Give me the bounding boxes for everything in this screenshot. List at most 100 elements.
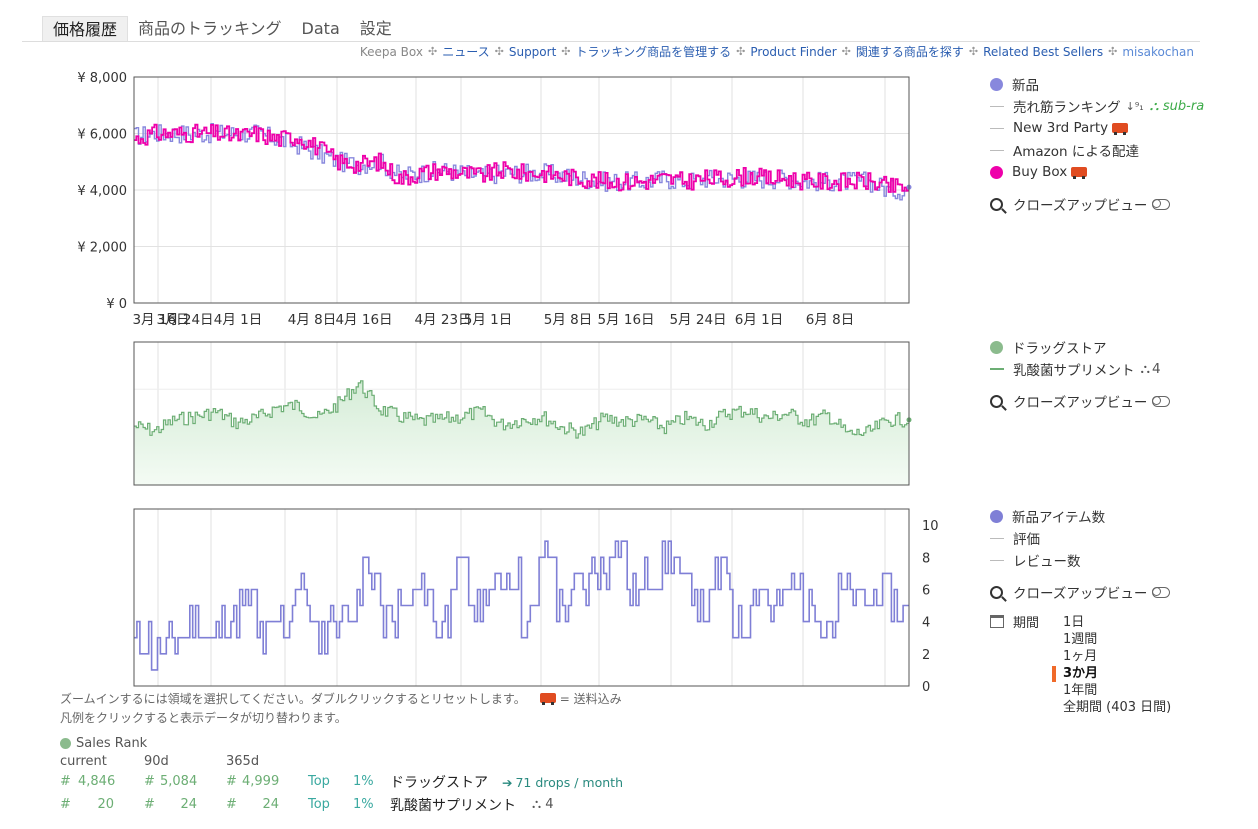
closeup-label: クローズアップビュー: [1013, 395, 1148, 411]
nav-separator-icon: ✣: [1108, 45, 1118, 58]
nav-news[interactable]: ニュース: [442, 45, 490, 59]
x-tick-label: 4月 8日: [288, 312, 336, 328]
closeup-toggle-1[interactable]: クローズアップビュー: [990, 193, 1204, 215]
tab-divider: [22, 41, 1200, 42]
legend-review-count[interactable]: レビュー数: [990, 549, 1170, 571]
price-legend: 新品 売れ筋ランキング ↓⁹₁ ⛬ sub-ra New 3rd Party Ama…: [990, 73, 1204, 215]
period-option[interactable]: 全期間 (403 日間): [1063, 700, 1172, 715]
stats-title: Sales Rank: [76, 735, 148, 751]
nav-related-products[interactable]: 関連する商品を探す: [855, 45, 964, 59]
calendar-icon: [990, 615, 1004, 628]
offer-count-chart[interactable]: 0 2 4 6 8 10: [60, 500, 960, 695]
closeup-toggle-2[interactable]: クローズアップビュー: [990, 390, 1171, 412]
nav-separator-icon: ✣: [494, 45, 504, 58]
hash-icon: #: [60, 774, 71, 789]
toggle-icon: [1152, 198, 1171, 210]
search-icon: [990, 394, 1003, 408]
search-icon: [990, 197, 1003, 211]
stats-row-drugstore: # 4,846 # 5,084 # 4,999 Top 1% ドラッグストア ➔…: [60, 774, 623, 797]
nav-product-finder[interactable]: Product Finder: [750, 44, 837, 59]
nav-support[interactable]: Support: [508, 44, 557, 59]
period-option[interactable]: 1日: [1063, 615, 1085, 630]
legend-buybox-label: Buy Box: [1012, 164, 1068, 180]
legend-rank-label: 売れ筋ランキング: [1013, 100, 1121, 116]
dash-icon: [990, 368, 1004, 370]
top-percent: 1%: [353, 774, 374, 789]
legend-new-3rd-party[interactable]: New 3rd Party: [990, 117, 1204, 139]
legend-new[interactable]: 新品: [990, 73, 1204, 95]
y-tick-label: ¥ 6,000: [77, 128, 127, 143]
legend-cat-count: 4: [1151, 361, 1161, 377]
y-tick-label: 6: [922, 583, 930, 598]
toggle-icon: [1152, 395, 1171, 407]
tab-data[interactable]: Data: [301, 19, 340, 38]
period-option[interactable]: 3か月: [1051, 665, 1171, 682]
top-label: Top: [308, 797, 330, 812]
x-tick-label: 5月 16日: [597, 312, 654, 328]
nav-manage-tracking[interactable]: トラッキング商品を管理する: [575, 45, 732, 59]
stats-row-lactic: # 20 # 24 # 24 Top 1% 乳酸菌サプリメント ⛬ 4: [60, 797, 554, 820]
x-tick-label: 4月 1日: [214, 312, 262, 328]
closeup-toggle-3[interactable]: クローズアップビュー: [990, 581, 1171, 603]
legend-click-note: 凡例をクリックすると表示データが切り替わります。: [60, 711, 347, 725]
sitemap-icon: ⛬: [1149, 98, 1159, 114]
nav-separator-icon: ✣: [841, 45, 851, 58]
legend-buy-box[interactable]: Buy Box: [990, 161, 1204, 183]
nav-user[interactable]: misakochan: [1122, 44, 1194, 59]
chart-notes: ズームインするには領域を選択してください。ダブルクリックするとリセットします。 =…: [60, 690, 622, 728]
sales-rank-stats: Sales Rank current 90d 365d # 4,846 # 5,…: [60, 734, 623, 820]
nav-related-best-sellers[interactable]: Related Best Sellers: [983, 44, 1104, 59]
rank-365d: 24: [262, 797, 279, 812]
closeup-label: クローズアップビュー: [1013, 198, 1148, 214]
shipping-truck-icon: [539, 693, 556, 705]
shipping-truck-icon: [1112, 123, 1129, 135]
period-label: 期間: [1013, 616, 1040, 631]
sales-rank-dot-icon: [60, 737, 71, 749]
hash-icon: #: [60, 797, 71, 812]
subcategory-count: 4: [545, 797, 554, 812]
period-option[interactable]: 1ヶ月: [1063, 649, 1098, 664]
y-tick-label: ¥ 2,000: [77, 241, 127, 256]
tab-tracking[interactable]: 商品のトラッキング: [138, 19, 282, 38]
hash-icon: #: [144, 774, 155, 789]
legend-new-items[interactable]: 新品アイテム数: [990, 505, 1170, 527]
sitemap-icon: ⛬: [1140, 361, 1150, 377]
hash-icon: #: [226, 797, 237, 812]
legend-sales-rank[interactable]: 売れ筋ランキング ↓⁹₁ ⛬ sub-ra: [990, 95, 1204, 117]
stats-header[interactable]: Sales Rank: [60, 734, 147, 752]
legend-amazon-delivery[interactable]: Amazon による配達: [990, 139, 1204, 161]
series-new-items-line: [134, 540, 909, 671]
dash-icon: [990, 537, 1004, 539]
sales-rank-chart[interactable]: [60, 335, 930, 495]
x-tick-label: 5月 1日: [464, 312, 512, 328]
series-salesrank-line: [134, 380, 909, 439]
legend-drugstore[interactable]: ドラッグストア: [990, 336, 1170, 358]
legend-amazon-label: Amazon による配達: [1013, 144, 1139, 160]
series-buybox-line: [134, 123, 909, 193]
period-option[interactable]: 1年間: [1063, 683, 1098, 698]
tab-price-history[interactable]: 価格履歴: [42, 16, 129, 42]
drops-per-month: 71 drops / month: [515, 775, 623, 790]
rank-90d: 24: [180, 797, 197, 812]
col-current: current: [60, 754, 107, 769]
zoom-note: ズームインするには領域を選択してください。ダブルクリックするとリセットします。: [60, 692, 526, 706]
period-option[interactable]: 1週間: [1063, 632, 1098, 647]
legend-store-label: ドラッグストア: [1012, 341, 1107, 357]
search-icon: [990, 585, 1003, 599]
y-tick-label: ¥ 4,000: [77, 184, 127, 199]
x-tick-label: 5月 24日: [669, 312, 726, 328]
category-drugstore[interactable]: ドラッグストア: [390, 775, 488, 791]
legend-new-label: 新品: [1012, 78, 1039, 94]
nav-keepa-box[interactable]: Keepa Box: [359, 44, 423, 59]
rank-current: 4,846: [78, 774, 116, 789]
rank-365d: 4,999: [242, 774, 280, 789]
y-tick-label: 10: [922, 519, 939, 534]
price-chart[interactable]: ¥ 0 ¥ 2,000 ¥ 4,000 ¥ 6,000 ¥ 8,000 3月 16日3月…: [60, 70, 930, 332]
tab-settings[interactable]: 設定: [359, 19, 392, 38]
legend-rating[interactable]: 評価: [990, 527, 1170, 549]
legend-lactic-category[interactable]: 乳酸菌サプリメント ⛬ 4: [990, 358, 1170, 380]
y-tick-label: ¥ 0: [106, 297, 127, 312]
legend-items-label: 新品アイテム数: [1012, 510, 1106, 526]
category-lactic[interactable]: 乳酸菌サプリメント: [390, 798, 516, 814]
legend-subrank[interactable]: ⛬ sub-ra: [1150, 99, 1205, 114]
